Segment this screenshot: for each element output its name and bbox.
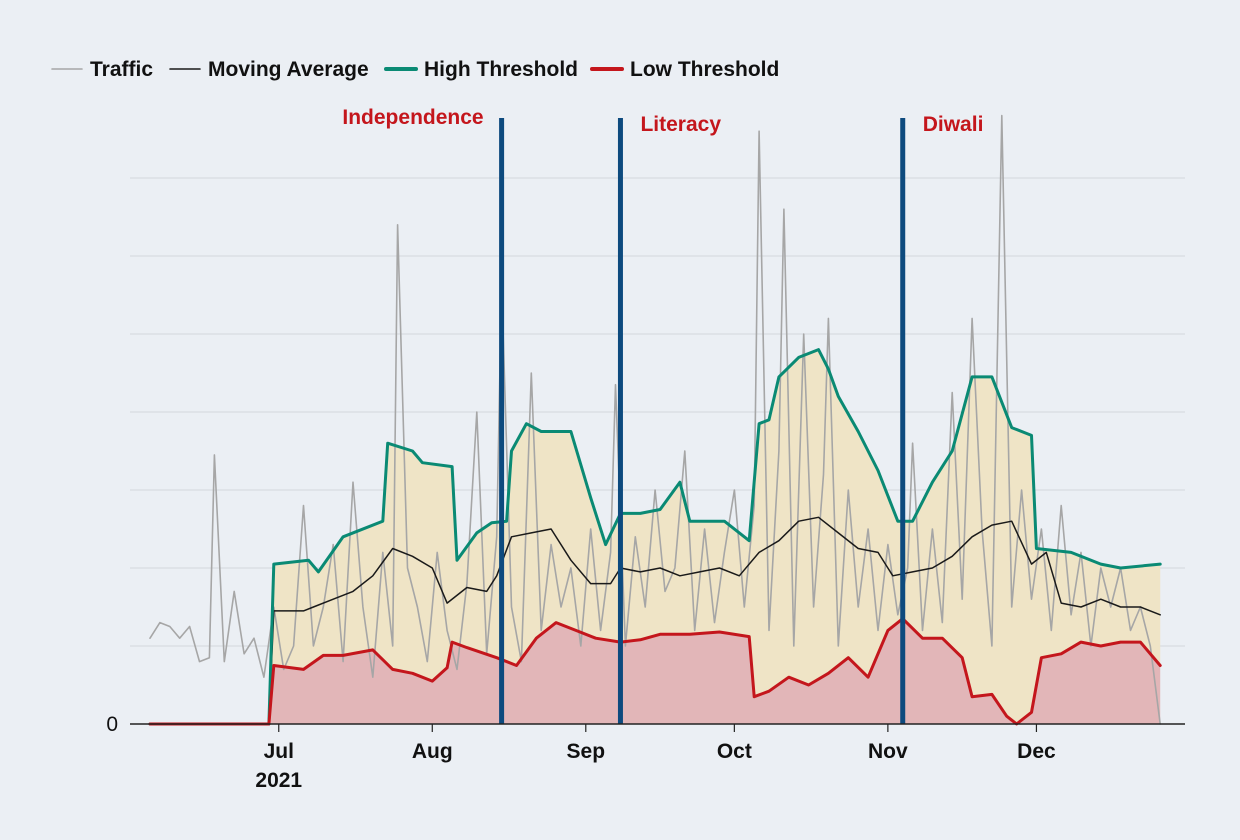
legend: Traffic Moving Average High Threshold Low T… — [51, 58, 779, 81]
event-markers: Independence Literacy Diwali — [342, 106, 983, 724]
legend-label: Low Threshold — [630, 58, 779, 81]
event-label: Literacy — [640, 113, 721, 136]
y-tick-label: 0 — [106, 713, 118, 736]
x-tick-label: Nov — [868, 740, 908, 763]
series-line-high-threshold — [148, 348, 1162, 726]
x-tick-label: Dec — [1017, 740, 1056, 763]
event-label: Independence — [342, 106, 483, 129]
x-tick-label: Sep — [567, 740, 606, 763]
lower-band — [150, 618, 1161, 724]
axes: 0 Jul 2021 Aug Sep Oct Nov Dec — [106, 713, 1185, 792]
x-tick-label: Jul — [264, 740, 294, 763]
series-line-moving-average — [149, 516, 1161, 725]
event-label: Diwali — [923, 113, 984, 136]
x-tick-sublabel: 2021 — [255, 769, 302, 792]
threshold-bands — [150, 349, 1161, 724]
series-line-traffic — [149, 114, 1161, 725]
series-lines — [148, 114, 1162, 726]
legend-label: Traffic — [90, 58, 153, 81]
x-tick-label: Aug — [412, 740, 453, 763]
legend-label: High Threshold — [424, 58, 578, 81]
x-tick-label: Oct — [717, 740, 752, 763]
upper-band — [150, 349, 1161, 724]
legend-label: Moving Average — [208, 58, 369, 81]
